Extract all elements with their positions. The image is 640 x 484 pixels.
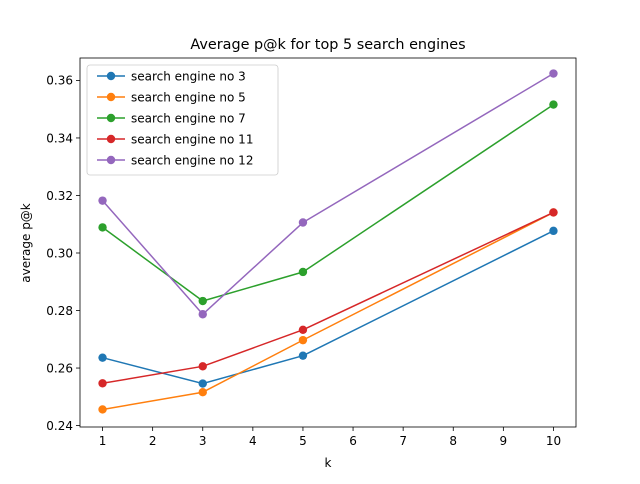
x-tick-label: 5 — [299, 434, 307, 448]
data-point — [549, 69, 558, 78]
legend-marker — [106, 92, 116, 102]
legend: search engine no 3 search engine no 5 sear… — [86, 64, 279, 176]
x-tick-label: 8 — [449, 434, 457, 448]
data-point — [298, 218, 308, 227]
y-tick-label: 0.36 — [46, 74, 73, 88]
series-line-4 — [101, 72, 554, 316]
data-point — [198, 387, 207, 397]
legend-marker — [106, 113, 116, 123]
x-tick-label: 3 — [199, 434, 207, 448]
legend-label: search engine no 7 — [131, 111, 246, 125]
series-line-0 — [102, 230, 554, 385]
legend-label: search engine no 3 — [131, 69, 246, 83]
legend-label: search engine no 11 — [131, 132, 253, 146]
plot-area — [98, 69, 558, 414]
legend-label: search engine no 12 — [131, 153, 253, 167]
data-point — [98, 405, 107, 414]
legend-label: search engine no 5 — [131, 90, 246, 104]
x-axis-label: k — [325, 456, 332, 470]
y-tick-label: 0.28 — [46, 304, 73, 318]
x-tick-label: 4 — [249, 434, 257, 448]
plot-frame — [79, 57, 577, 428]
data-point — [298, 335, 308, 345]
series-line-1 — [102, 211, 554, 411]
data-point — [98, 353, 107, 362]
data-point — [298, 351, 308, 360]
x-tick-label: 9 — [500, 434, 508, 448]
y-tick-label: 0.26 — [46, 361, 73, 375]
legend-marker — [106, 71, 116, 81]
data-point — [198, 362, 207, 371]
legend-marker — [106, 134, 116, 144]
legend-marker — [106, 155, 116, 165]
data-point — [98, 196, 107, 205]
data-point — [198, 310, 207, 319]
legend-box — [86, 64, 279, 176]
data-point — [298, 325, 308, 334]
series-line-2 — [102, 103, 554, 302]
data-point — [549, 208, 558, 217]
y-tick-label: 0.32 — [46, 189, 73, 203]
y-tick-label: 0.24 — [46, 419, 73, 433]
data-point — [298, 267, 308, 277]
x-tick-label: 10 — [546, 434, 561, 448]
axes: 1 2 3 4 5 6 7 8 9 10 0.24 0.26 0.28 0.30 0.32 0.34 0.36 — [46, 57, 577, 448]
data-point — [198, 296, 207, 306]
data-point — [98, 379, 107, 388]
x-tick-label: 7 — [399, 434, 407, 448]
y-tick-label: 0.34 — [46, 131, 73, 145]
data-point — [98, 223, 107, 232]
x-tick-label: 1 — [99, 434, 107, 448]
data-point — [549, 100, 558, 109]
series-line-3 — [102, 211, 554, 385]
data-point — [549, 226, 558, 236]
x-tick-label: 2 — [149, 434, 157, 448]
data-point — [198, 379, 207, 388]
y-axis-label: average p@k — [19, 203, 33, 283]
y-tick-label: 0.30 — [46, 246, 73, 260]
chart-title: Average p@k for top 5 search engines — [190, 37, 465, 53]
x-tick-label: 6 — [349, 434, 357, 448]
